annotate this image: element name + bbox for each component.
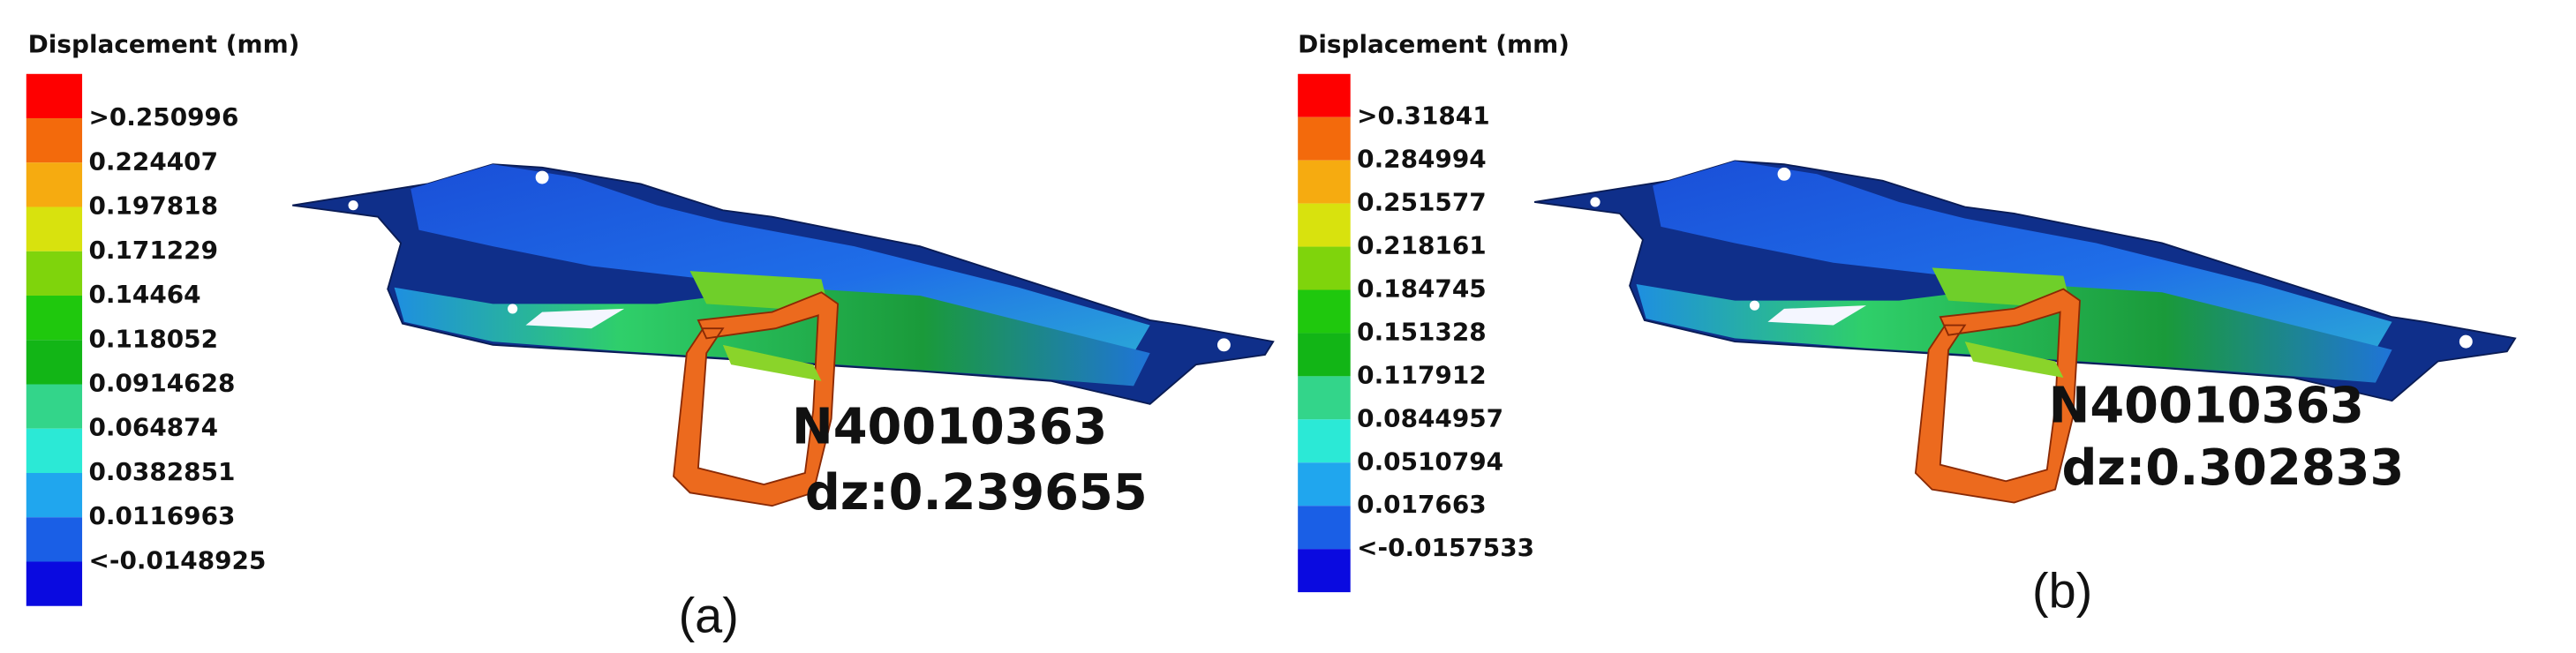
panel-caption: (a): [679, 588, 739, 643]
legend-label: 0.184745: [1357, 274, 1487, 304]
legend-swatch: [1298, 289, 1351, 334]
legend-label: >0.250996: [88, 102, 238, 131]
legend-title: Displacement (mm): [28, 30, 300, 59]
legend-label: 0.0116963: [88, 501, 235, 530]
legend-label: 0.0844957: [1357, 403, 1503, 432]
panel-caption: (b): [2032, 563, 2092, 619]
legend-label: 0.151328: [1357, 317, 1487, 346]
legend-label: 0.0914628: [88, 369, 235, 398]
legend-swatch: [1298, 549, 1351, 593]
legend-label: <-0.0157533: [1357, 533, 1534, 562]
legend-label: 0.14464: [88, 280, 200, 309]
legend-swatch: [26, 561, 83, 606]
legend-label: 0.224407: [88, 146, 218, 176]
legend-label: <-0.0148925: [88, 545, 266, 574]
dz-label: dz:0.302833: [2062, 439, 2405, 497]
legend-swatch: [1298, 116, 1351, 161]
legend-swatch: [26, 162, 83, 207]
node-label: N40010363: [2049, 377, 2364, 434]
legend-swatch: [26, 384, 83, 429]
dz-label: dz:0.239655: [805, 464, 1148, 522]
legend-swatch: [26, 73, 83, 119]
legend-label: 0.171229: [88, 236, 218, 265]
legend-swatch: [26, 296, 83, 341]
legend-swatch: [26, 118, 83, 163]
legend-label: >0.31841: [1357, 101, 1490, 131]
legend-label: 0.0382851: [88, 457, 235, 486]
legend-swatch: [26, 517, 83, 562]
legend-label: 0.251577: [1357, 188, 1487, 217]
legend-swatch: [1298, 419, 1351, 463]
fea-model: [291, 163, 1275, 507]
legend-swatch: [26, 206, 83, 251]
legend-label: 0.0510794: [1357, 447, 1503, 476]
legend-swatch: [1298, 333, 1351, 377]
legend-label: 0.197818: [88, 191, 218, 221]
legend-label: 0.284994: [1357, 145, 1487, 174]
node-label: N40010363: [792, 399, 1107, 456]
legend-swatch: [26, 340, 83, 385]
legend-swatch: [1298, 203, 1351, 247]
legend-swatch: [1298, 160, 1351, 204]
legend-label: 0.064874: [88, 413, 218, 442]
legend-label: 0.117912: [1357, 360, 1487, 389]
legend-label: 0.218161: [1357, 231, 1487, 260]
legend-swatch: [1298, 376, 1351, 420]
legend-swatch: [26, 472, 83, 518]
legend-swatch: [26, 428, 83, 473]
legend-swatch: [1298, 73, 1351, 117]
legend-swatch: [26, 251, 83, 296]
legend-swatch: [1298, 462, 1351, 507]
legend-label: 0.118052: [88, 324, 218, 353]
legend-swatch: [1298, 246, 1351, 290]
legend-title: Displacement (mm): [1298, 30, 1570, 59]
legend-swatch: [1298, 506, 1351, 550]
legend-label: 0.017663: [1357, 490, 1487, 519]
